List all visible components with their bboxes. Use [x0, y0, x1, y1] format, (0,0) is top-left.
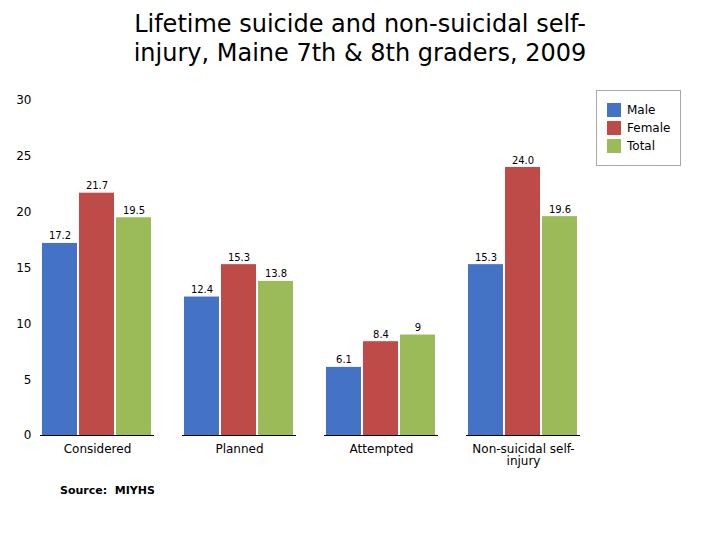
- html-text:Female: Female: [627, 121, 671, 135]
- svg-text:17.2: 17.2: [49, 230, 71, 241]
- svg-text:Non-suicidal self-injury: Non-suicidal self-injury: [472, 442, 574, 468]
- svg-text:10: 10: [16, 317, 31, 331]
- svg-text:Considered: Considered: [64, 442, 132, 456]
- svg-text:0: 0: [24, 428, 32, 442]
- html-text:Lifetime suicide and non-suici: Lifetime suicide and non-suicidal self- …: [133, 10, 587, 67]
- svg-text:5: 5: [24, 373, 32, 387]
- svg-text:21.7: 21.7: [86, 180, 108, 191]
- svg-text:8.4: 8.4: [373, 329, 389, 340]
- svg-text:19.5: 19.5: [123, 205, 145, 216]
- svg-text:24.0: 24.0: [512, 155, 534, 166]
- svg-text:25: 25: [16, 149, 31, 163]
- svg-text:20: 20: [16, 205, 31, 219]
- svg-text:19.6: 19.6: [549, 204, 571, 215]
- html-text:Male: Male: [627, 103, 656, 117]
- svg-text:15: 15: [16, 261, 31, 275]
- svg-text:13.8: 13.8: [265, 268, 287, 279]
- svg-text:15.3: 15.3: [475, 252, 497, 263]
- html-text:Total: Total: [627, 139, 655, 153]
- svg-text:Planned: Planned: [215, 442, 263, 456]
- html-text:Source: MIYHS: Source: MIYHS: [60, 484, 155, 497]
- svg-text:6.1: 6.1: [336, 354, 352, 365]
- svg-text:Attempted: Attempted: [350, 442, 414, 456]
- svg-text:15.3: 15.3: [228, 252, 250, 263]
- svg-text:9: 9: [415, 322, 421, 333]
- svg-text:12.4: 12.4: [191, 284, 213, 295]
- svg-text:30: 30: [16, 93, 31, 107]
